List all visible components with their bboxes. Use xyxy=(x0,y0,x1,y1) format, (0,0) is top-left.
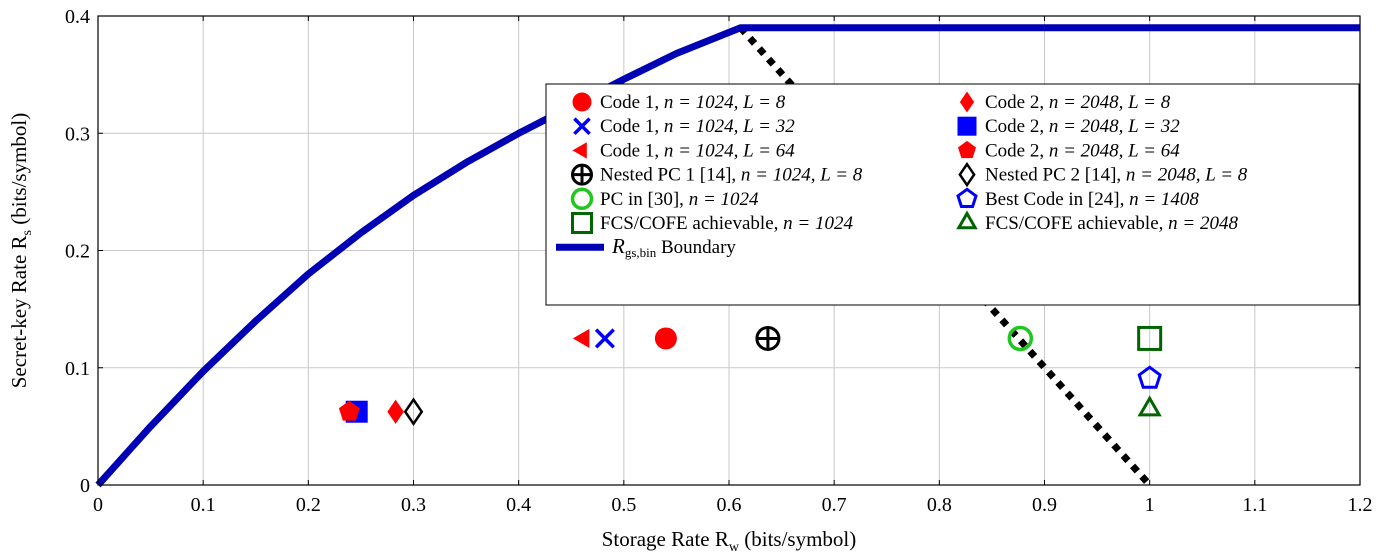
legend-label: PC in [30], n = 1024 xyxy=(600,189,759,210)
legend-label: Code 1, n = 1024, L = 32 xyxy=(600,116,795,137)
axis-labels: Storage Rate Rw (bits/symbol) Secret-key … xyxy=(7,113,856,552)
legend-entry: Best Code in [24], n = 1408 xyxy=(956,187,1199,210)
x-tick-label: 0.4 xyxy=(506,494,531,516)
x-tick-label: 0.8 xyxy=(927,494,952,516)
legend-entry: FCS/COFE achievable, n = 1024 xyxy=(571,212,853,234)
y-tick-label: 0.3 xyxy=(65,123,90,145)
legend-entry: Code 2, n = 2048, L = 64 xyxy=(958,140,1180,161)
x-tick-label: 0.1 xyxy=(191,494,216,516)
data-point-11 xyxy=(1137,325,1163,351)
legend-box xyxy=(545,83,1360,306)
legend-entry: FCS/COFE achievable, n = 2048 xyxy=(956,210,1238,234)
legend-entry: Code 1, n = 1024, L = 8 xyxy=(572,92,786,113)
data-markers xyxy=(338,325,1163,427)
legend-entry: Code 1, n = 1024, L = 64 xyxy=(572,140,795,161)
legend-marker xyxy=(571,163,593,186)
legend-entry: Code 2, n = 2048, L = 8 xyxy=(959,91,1171,113)
boundary-curve xyxy=(95,24,1360,488)
legend-label: Code 1, n = 1024, L = 64 xyxy=(600,140,795,161)
legend-marker xyxy=(957,116,977,136)
data-point-7 xyxy=(755,325,781,351)
y-tick-label: 0.1 xyxy=(65,358,90,380)
legend-marker xyxy=(958,161,976,188)
x-tick-label: 0.7 xyxy=(822,494,847,516)
legend-marker xyxy=(570,187,594,211)
legend-label: Code 1, n = 1024, L = 8 xyxy=(600,92,786,113)
legend-label: Code 2, n = 2048, L = 32 xyxy=(985,116,1180,137)
data-point-5 xyxy=(572,328,590,348)
legend-entry: Code 1, n = 1024, L = 32 xyxy=(573,116,795,137)
data-point-9 xyxy=(1007,325,1034,352)
legend-marker xyxy=(956,210,978,230)
data-point-1 xyxy=(654,327,677,350)
legend: Code 1, n = 1024, L = 8 Code 2, n = 2048,… xyxy=(545,83,1360,306)
legend-marker xyxy=(572,92,592,112)
data-point-6 xyxy=(338,400,360,421)
legend-label: Code 2, n = 2048, L = 64 xyxy=(985,140,1180,161)
legend-label: Rgs,bin Boundary xyxy=(611,234,736,260)
x-tick-label: 0.3 xyxy=(401,494,426,516)
legend-entry: Nested PC 2 [14], n = 2048, L = 8 xyxy=(958,161,1248,188)
legend-entry: Code 2, n = 2048, L = 32 xyxy=(957,116,1180,137)
data-point-3 xyxy=(594,328,615,349)
x-axis-label: Storage Rate Rw (bits/symbol) xyxy=(602,527,857,552)
legend-label: Best Code in [24], n = 1408 xyxy=(985,189,1199,210)
legend-marker xyxy=(573,117,591,136)
legend-marker xyxy=(958,140,976,159)
data-point-10 xyxy=(1137,365,1162,389)
x-tick-label: 0.5 xyxy=(611,494,636,516)
legend-label: Code 2, n = 2048, L = 8 xyxy=(985,92,1171,113)
legend-marker xyxy=(959,91,975,113)
x-tick-label: 0 xyxy=(93,494,103,516)
legend-label: FCS/COFE achievable, n = 1024 xyxy=(600,213,853,234)
x-tick-label: 1 xyxy=(1145,494,1155,516)
legend-label: Nested PC 1 [14], n = 1024, L = 8 xyxy=(600,165,863,186)
y-tick-label: 0.2 xyxy=(65,241,90,263)
x-tick-label: 0.6 xyxy=(717,494,742,516)
y-tick-label: 0 xyxy=(80,475,90,497)
legend-label: Nested PC 2 [14], n = 2048, L = 8 xyxy=(985,165,1248,186)
x-tick-label: 0.2 xyxy=(296,494,321,516)
data-point-2 xyxy=(387,399,404,424)
legend-entry: Nested PC 1 [14], n = 1024, L = 8 xyxy=(571,163,863,186)
legend-marker xyxy=(572,142,587,159)
legend-entry-boundary: Rgs,bin Boundary xyxy=(556,234,736,260)
legend-entry: PC in [30], n = 1024 xyxy=(570,187,759,211)
x-tick-label: 1.1 xyxy=(1242,494,1267,516)
y-axis-label: Secret-key Rate Rs (bits/symbol) xyxy=(7,113,35,389)
legend-label: FCS/COFE achievable, n = 2048 xyxy=(985,213,1238,234)
legend-marker xyxy=(571,212,593,234)
data-point-12 xyxy=(1137,395,1162,417)
data-point-8 xyxy=(403,397,424,427)
y-tick-label: 0.4 xyxy=(65,6,90,28)
tick-labels: 0 0.1 0.2 0.3 0.4 0.5 0.6 0.7 0.8 0.9 1 1.1 1.2 0 0.1 0… xyxy=(65,6,1373,516)
x-tick-label: 0.9 xyxy=(1032,494,1057,516)
x-tick-label: 1.2 xyxy=(1348,494,1373,516)
legend-marker xyxy=(956,187,978,208)
